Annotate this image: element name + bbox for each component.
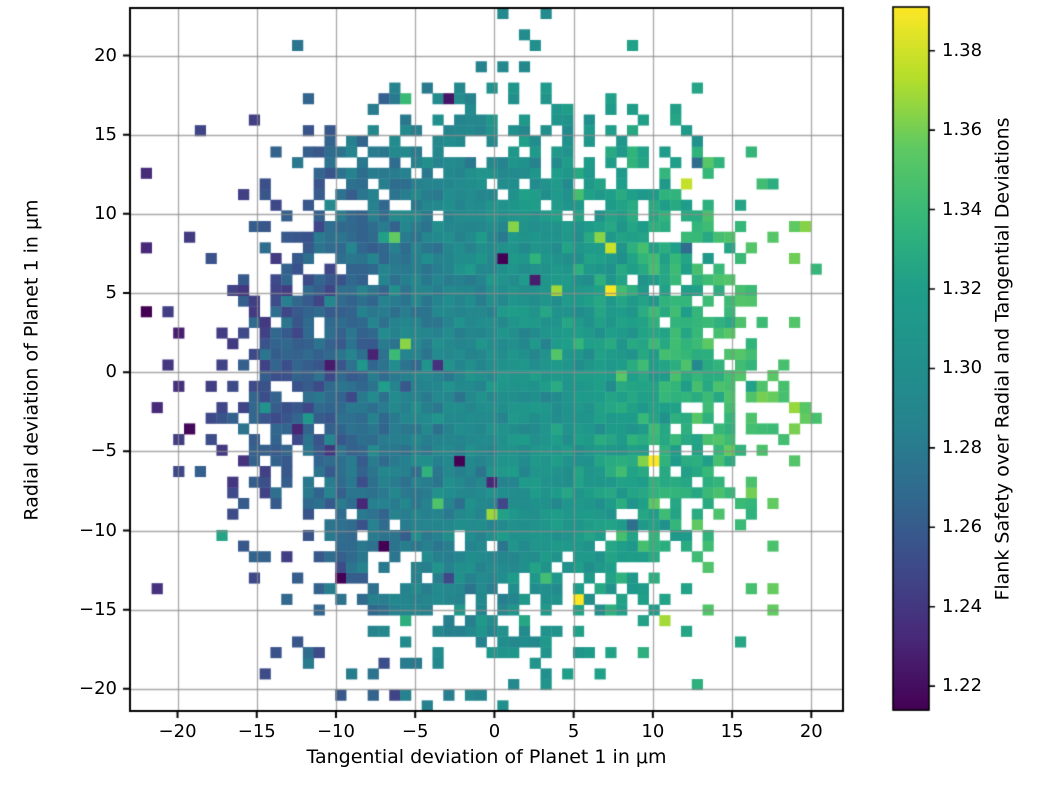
y-tick-label-7: −15	[79, 598, 117, 620]
x-tick-label-2: −10	[316, 721, 355, 742]
y-tick-label-3: 5	[105, 282, 117, 303]
colorbar-tick-label-6: 1.26	[942, 516, 983, 538]
x-axis-label: Tangential deviation of Planet 1 in μm	[306, 746, 667, 768]
x-tick-label-1: −15	[237, 721, 276, 742]
x-tick-label-0: −20	[158, 721, 197, 742]
x-tick-label-7: 15	[720, 721, 744, 742]
colorbar-tick-label-7: 1.24	[942, 595, 983, 617]
colorbar-tick-label-3: 1.32	[942, 277, 983, 299]
x-tick-label-3: −5	[401, 721, 429, 742]
y-axis-label: Radial deviation of Planet 1 in μm	[20, 198, 43, 521]
x-tick-label-5: 5	[567, 721, 580, 742]
x-tick-label-8: 20	[799, 721, 823, 742]
y-tick-label-6: −10	[79, 519, 117, 541]
colorbar-label: Flank Safety over Radial and Tangential …	[991, 116, 1014, 601]
x-tick-label-6: 10	[641, 721, 665, 742]
y-tick-label-1: 15	[94, 123, 117, 145]
y-tick-label-2: 10	[94, 202, 117, 224]
colorbar-tick-label-8: 1.22	[942, 675, 983, 697]
y-tick-label-4: 0	[105, 361, 117, 383]
y-tick-label-0: 20	[94, 44, 117, 66]
colorbar-tick-label-5: 1.28	[942, 436, 983, 458]
colorbar-tick-label-4: 1.30	[942, 357, 983, 379]
x-tick-label-4: 0	[488, 721, 501, 742]
colorbar-tick-label-0: 1.38	[942, 39, 983, 61]
colorbar-tick-label-2: 1.34	[942, 198, 983, 220]
colorbar-tick-label-1: 1.36	[942, 119, 983, 141]
y-tick-label-8: −20	[79, 677, 117, 699]
y-tick-label-5: −5	[90, 440, 117, 462]
